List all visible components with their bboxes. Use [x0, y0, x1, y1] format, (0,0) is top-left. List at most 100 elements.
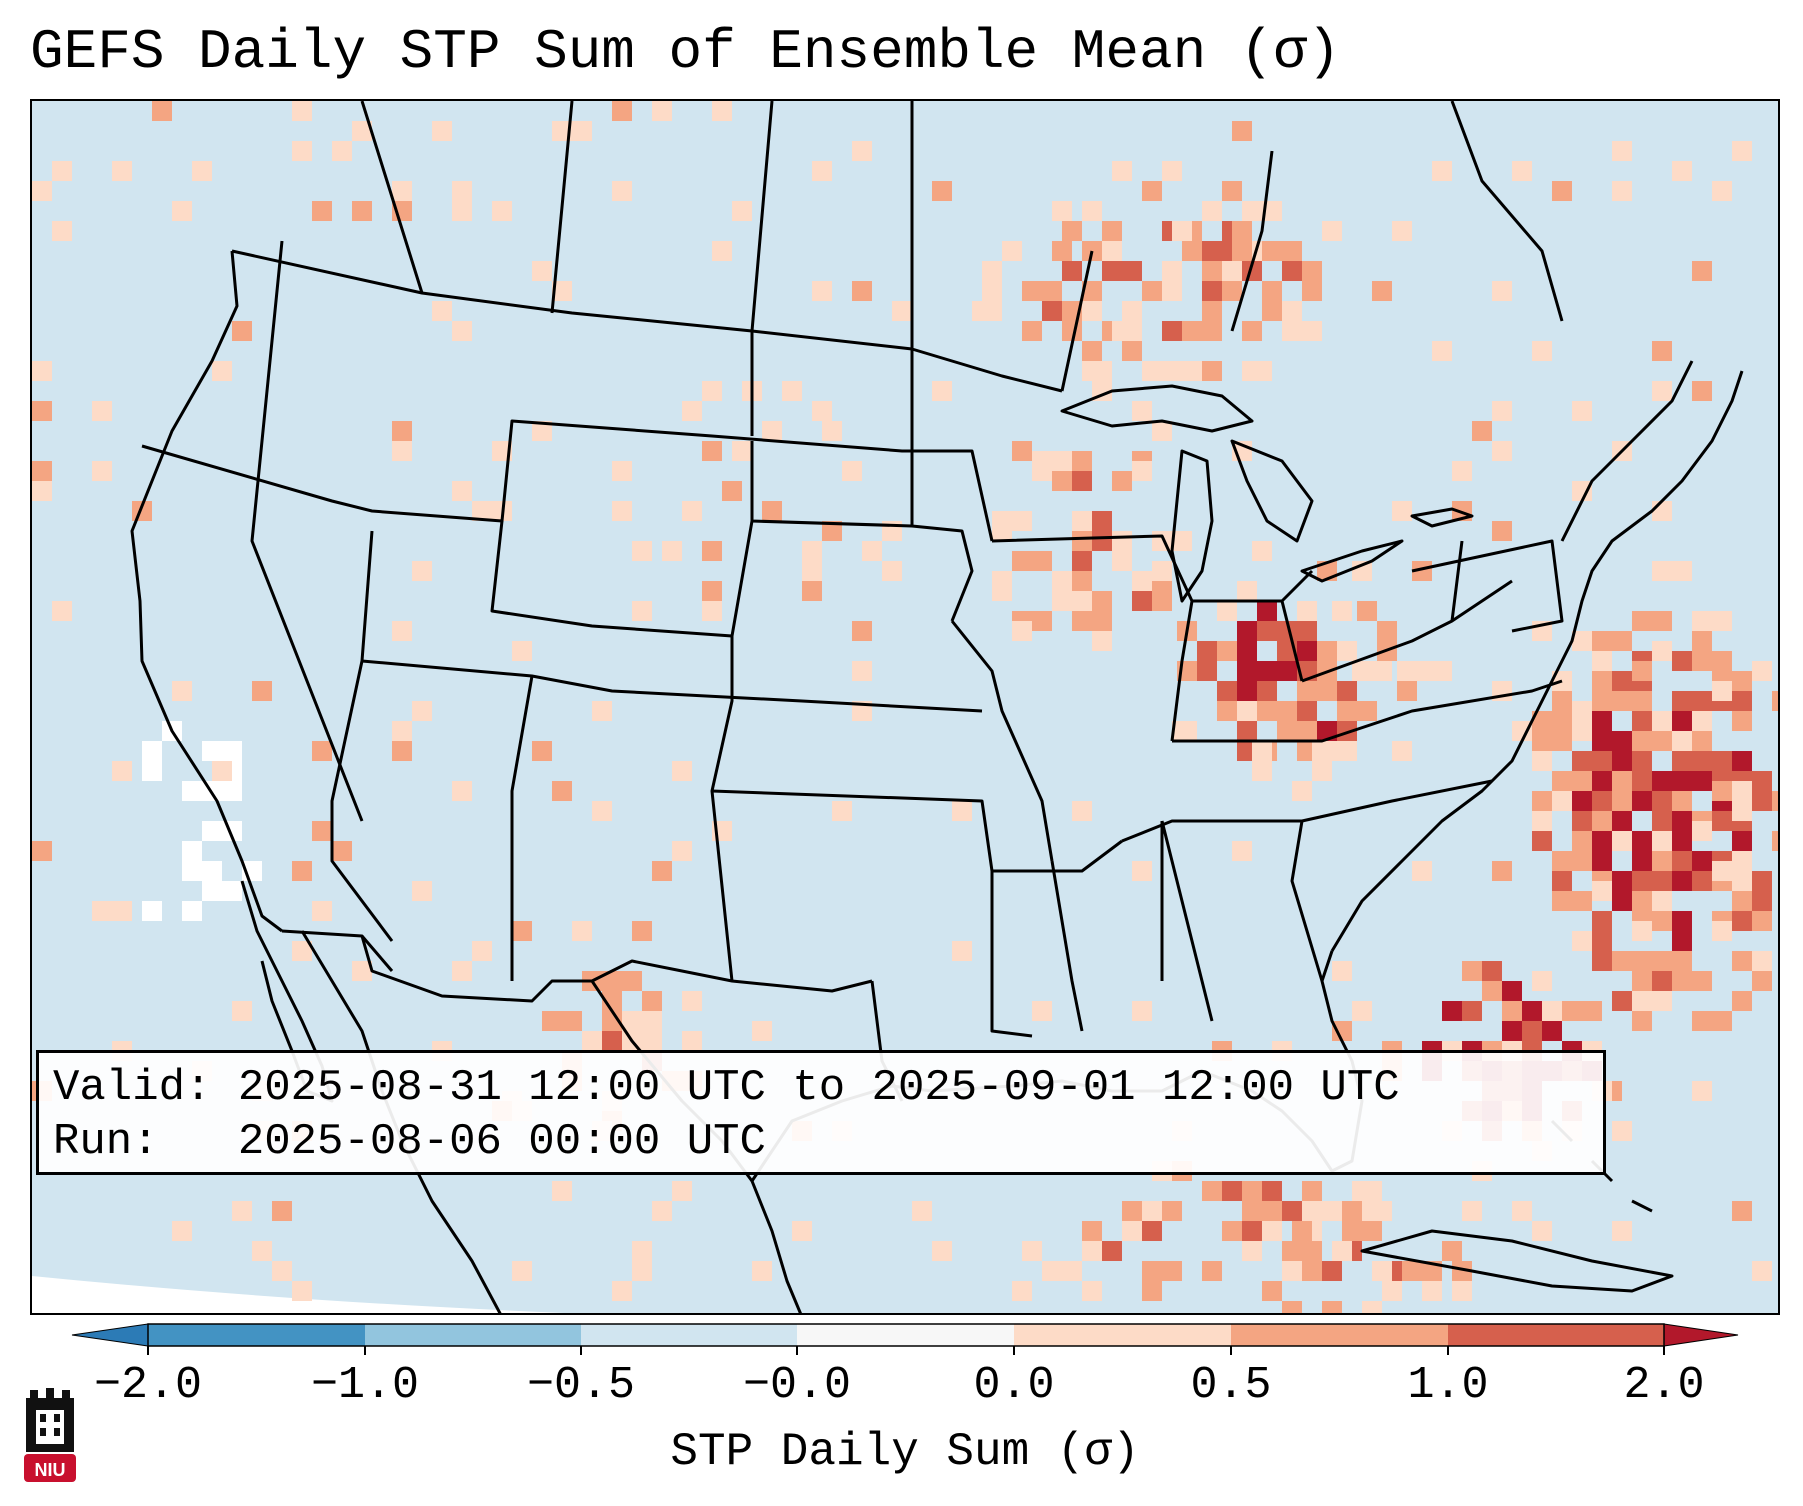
stp-cell — [1012, 441, 1032, 461]
stp-cell — [612, 1281, 632, 1301]
stp-cell — [1152, 591, 1172, 611]
stp-cell — [1337, 641, 1357, 661]
stp-cell — [1172, 531, 1192, 551]
stp-cell — [1237, 721, 1257, 741]
stp-cell — [622, 1011, 642, 1031]
stp-cell — [512, 1261, 532, 1281]
stp-cell — [1672, 691, 1692, 711]
stp-cell — [1652, 911, 1672, 931]
stp-cell — [1202, 281, 1222, 301]
stp-cell — [1237, 701, 1257, 721]
colorbar-tick-label: 1.0 — [1407, 1360, 1489, 1411]
stp-cell — [1592, 931, 1612, 951]
stp-cell — [652, 861, 672, 881]
stp-cell — [142, 741, 162, 761]
stp-cell — [1272, 241, 1292, 261]
stp-cell — [1712, 611, 1732, 631]
stp-cell — [1122, 1221, 1142, 1241]
stp-cell — [1332, 1021, 1352, 1041]
stp-cell — [1202, 241, 1222, 261]
stp-cell — [1152, 421, 1172, 441]
stp-cell — [1252, 361, 1272, 381]
stp-cell — [1672, 951, 1692, 971]
stp-cell — [1732, 801, 1752, 821]
stp-cell — [1232, 841, 1252, 861]
stp-cell — [1652, 971, 1672, 991]
stp-cell — [1672, 771, 1692, 791]
stp-cell — [1302, 1181, 1322, 1201]
stp-cell — [1112, 531, 1132, 551]
stp-cell — [992, 581, 1012, 601]
stp-cell — [582, 1031, 602, 1051]
stp-cell — [542, 1011, 562, 1031]
stp-cell — [752, 1021, 772, 1041]
stp-cell — [912, 1201, 932, 1221]
stp-cell — [1052, 471, 1072, 491]
stp-cell — [1692, 751, 1712, 771]
projection-edge — [32, 1276, 565, 1313]
svg-text:NIU: NIU — [35, 1460, 66, 1480]
stp-cell — [1052, 451, 1072, 471]
stp-cell — [1142, 1221, 1162, 1241]
stp-cell — [1572, 851, 1592, 871]
stp-cell — [352, 201, 372, 221]
stp-cell — [1612, 181, 1632, 201]
stp-cell — [1072, 511, 1092, 531]
stp-cell — [452, 481, 472, 501]
stp-cell — [1712, 181, 1732, 201]
colorbar-segment — [148, 1324, 365, 1346]
stp-cell — [452, 321, 472, 341]
stp-cell — [292, 861, 312, 881]
stp-cell — [1652, 811, 1672, 831]
stp-cell — [862, 541, 882, 561]
stp-cell — [1502, 1001, 1522, 1021]
stp-cell — [1632, 771, 1652, 791]
stp-cell — [1237, 641, 1257, 661]
stp-cell — [1512, 161, 1532, 181]
stp-cell — [1592, 751, 1612, 771]
stp-cell — [392, 741, 412, 761]
stp-cell — [1492, 441, 1512, 461]
stp-cell — [1452, 1281, 1472, 1301]
stp-cell — [1712, 1011, 1732, 1031]
stp-cell — [1032, 1001, 1052, 1021]
stp-cell — [932, 381, 952, 401]
stp-cell — [1612, 831, 1632, 851]
stp-cell — [1732, 911, 1752, 931]
colorbar-segment — [1231, 1324, 1448, 1346]
stp-cell — [762, 421, 782, 441]
stp-cell — [1772, 791, 1778, 811]
colorbar-segment — [797, 1324, 1014, 1346]
stp-cell — [492, 201, 512, 221]
stp-cell — [1257, 601, 1277, 621]
stp-cell — [592, 801, 612, 821]
stp-cell — [1012, 621, 1032, 641]
stp-cell — [1237, 621, 1257, 641]
stp-cell — [1332, 601, 1352, 621]
lake-ontario — [1410, 507, 1474, 528]
stp-cell — [1652, 991, 1672, 1011]
stp-cell — [1632, 921, 1652, 941]
stp-cell — [1297, 621, 1317, 641]
stp-cell — [1072, 611, 1092, 631]
stp-cell — [1532, 971, 1552, 991]
stp-cell — [1592, 911, 1612, 931]
stp-cell — [32, 181, 52, 201]
stp-cell — [1302, 281, 1322, 301]
stp-cell — [1072, 531, 1092, 551]
stp-cell — [1582, 1001, 1602, 1021]
stp-cell — [1162, 261, 1182, 281]
stp-cell — [1132, 591, 1152, 611]
stp-cell — [992, 521, 1012, 541]
stp-cell — [1732, 751, 1752, 771]
stp-cell — [1237, 581, 1257, 601]
stp-cell — [632, 1241, 652, 1261]
stp-cell — [172, 681, 192, 701]
stp-cell — [1197, 661, 1217, 681]
stp-cell — [472, 501, 492, 521]
stp-cell — [212, 761, 232, 781]
stp-cell — [852, 661, 872, 681]
stp-cell — [1672, 851, 1692, 871]
stp-cell — [1142, 181, 1162, 201]
lake-huron — [1230, 439, 1314, 543]
